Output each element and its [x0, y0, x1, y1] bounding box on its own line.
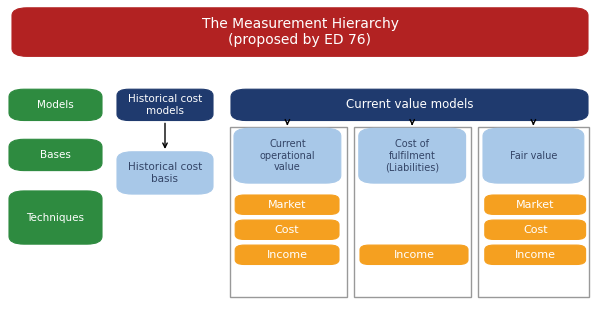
Text: Fair value: Fair value [510, 151, 557, 161]
FancyBboxPatch shape [359, 128, 466, 183]
Text: Techniques: Techniques [26, 213, 85, 223]
FancyBboxPatch shape [234, 128, 341, 183]
FancyBboxPatch shape [9, 89, 102, 121]
Bar [478, 127, 589, 297]
Bar [354, 127, 471, 297]
Text: Income: Income [266, 250, 308, 260]
FancyBboxPatch shape [485, 195, 586, 214]
Text: Historical cost
models: Historical cost models [128, 94, 202, 116]
FancyBboxPatch shape [117, 89, 213, 121]
Text: Market: Market [268, 200, 307, 210]
FancyBboxPatch shape [9, 139, 102, 171]
FancyBboxPatch shape [235, 245, 339, 264]
FancyBboxPatch shape [231, 89, 588, 121]
Text: Models: Models [37, 100, 74, 110]
Text: Current value models: Current value models [346, 98, 473, 111]
Text: Market: Market [516, 200, 554, 210]
FancyBboxPatch shape [235, 195, 339, 214]
FancyBboxPatch shape [483, 128, 584, 183]
FancyBboxPatch shape [117, 152, 213, 194]
FancyBboxPatch shape [360, 245, 468, 264]
Text: Historical cost
basis: Historical cost basis [128, 162, 202, 184]
Text: The Measurement Hierarchy
(proposed by ED 76): The Measurement Hierarchy (proposed by E… [202, 17, 398, 47]
Text: Cost of
fulfilment
(Liabilities): Cost of fulfilment (Liabilities) [385, 139, 439, 172]
Text: Cost: Cost [523, 225, 548, 235]
Text: Bases: Bases [40, 150, 71, 160]
FancyBboxPatch shape [485, 220, 586, 239]
Text: Cost: Cost [275, 225, 299, 235]
FancyBboxPatch shape [485, 245, 586, 264]
Text: Income: Income [515, 250, 556, 260]
Text: Income: Income [394, 250, 434, 260]
FancyBboxPatch shape [235, 220, 339, 239]
FancyBboxPatch shape [9, 191, 102, 244]
Text: Current
operational
value: Current operational value [260, 139, 315, 172]
Bar [230, 127, 347, 297]
FancyBboxPatch shape [12, 8, 588, 56]
